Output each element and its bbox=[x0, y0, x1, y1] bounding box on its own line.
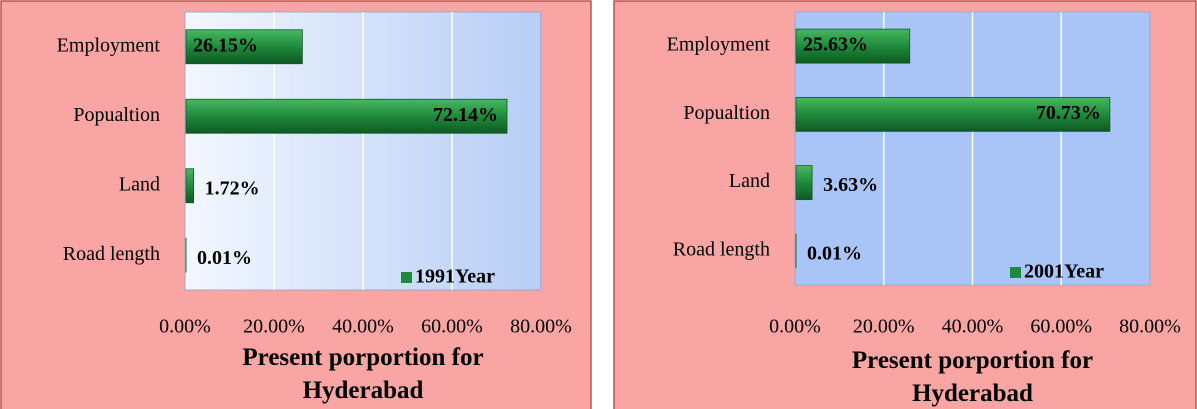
data-label: 72.14% bbox=[433, 104, 498, 126]
data-label: 1.72% bbox=[205, 177, 260, 199]
legend-swatch bbox=[401, 272, 412, 283]
data-label: 25.63% bbox=[803, 34, 868, 56]
bar bbox=[185, 29, 303, 65]
legend-label: 1991Year bbox=[415, 266, 495, 288]
x-tick-label: 80.00% bbox=[510, 316, 572, 338]
chart-title: Present porportion for Hyderabad bbox=[242, 344, 484, 404]
x-tick-label: 80.00% bbox=[1119, 316, 1181, 338]
legend-swatch bbox=[1010, 267, 1021, 278]
y-tick-label: Employment bbox=[57, 34, 161, 56]
x-tick-label: 40.00% bbox=[942, 316, 1004, 338]
y-tick-label: Employment bbox=[667, 34, 771, 56]
bar bbox=[795, 165, 813, 201]
data-label: 70.73% bbox=[1036, 102, 1101, 124]
y-tick-label: Road length bbox=[673, 238, 770, 260]
bar bbox=[795, 28, 911, 64]
y-tick-label: Land bbox=[119, 173, 160, 195]
data-label: 26.15% bbox=[193, 34, 258, 56]
bar bbox=[185, 168, 195, 204]
title-box: Present porportion for Hyderabad bbox=[851, 347, 1094, 407]
x-tick-label: 60.00% bbox=[421, 316, 483, 338]
x-tick-label: 40.00% bbox=[332, 316, 394, 338]
y-tick-label: Road length bbox=[63, 243, 160, 265]
x-tick-label: 0.00% bbox=[769, 316, 821, 338]
data-label: 0.01% bbox=[197, 247, 252, 269]
x-tick-label: 0.00% bbox=[159, 316, 211, 338]
x-tick-label: 20.00% bbox=[853, 316, 915, 338]
y-tick-label: Popualtion bbox=[73, 104, 160, 126]
data-label: 0.01% bbox=[807, 242, 862, 264]
x-tick-label: 20.00% bbox=[243, 316, 305, 338]
bar bbox=[795, 96, 1111, 132]
x-tick-label: 60.00% bbox=[1030, 316, 1092, 338]
legend-label: 2001Year bbox=[1024, 261, 1104, 283]
title-box: Present porportion for Hyderabad bbox=[242, 344, 484, 404]
data-label: 3.63% bbox=[823, 174, 878, 196]
chart-title: Present porportion for Hyderabad bbox=[851, 347, 1094, 407]
y-tick-label: Land bbox=[729, 170, 770, 192]
bar bbox=[185, 98, 508, 134]
y-tick-label: Popualtion bbox=[683, 102, 770, 124]
